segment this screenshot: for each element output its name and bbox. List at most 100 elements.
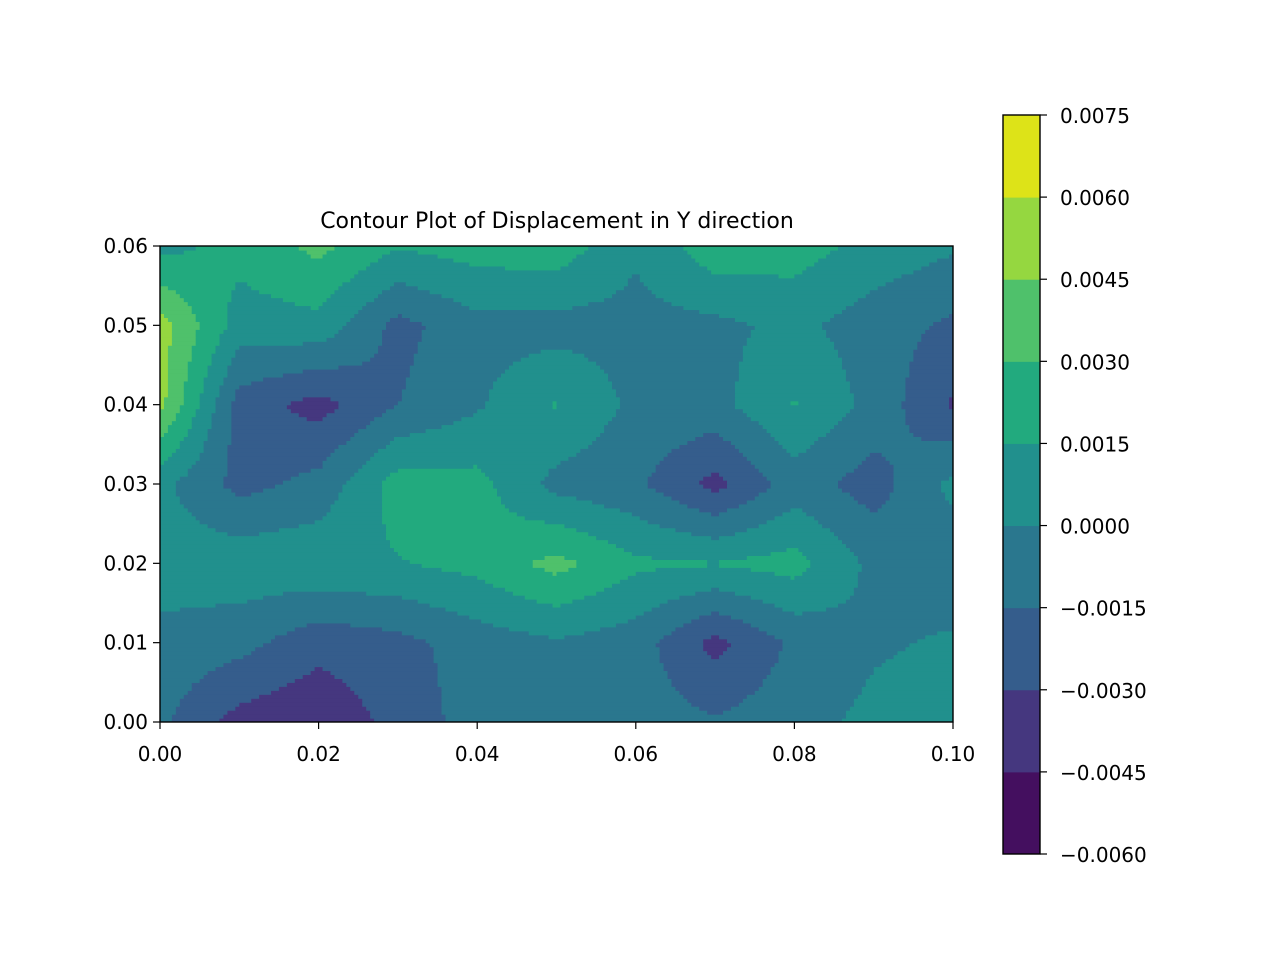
contour-cell	[207, 670, 312, 675]
contour-cell	[330, 396, 403, 402]
contour-cell	[203, 380, 225, 386]
contour-cell	[160, 388, 169, 394]
contour-cell	[746, 555, 807, 560]
contour-cell	[298, 523, 387, 529]
contour-cell	[183, 436, 209, 441]
contour-cell	[631, 551, 772, 556]
contour-cell	[917, 638, 953, 644]
contour-cell	[845, 472, 895, 477]
contour-cell	[619, 400, 736, 406]
contour-cell	[171, 333, 197, 338]
contour-cell	[612, 416, 752, 422]
contour-cell	[445, 714, 847, 719]
contour-cell	[639, 515, 776, 521]
contour-cell	[639, 273, 780, 279]
contour-cell	[794, 610, 803, 616]
contour-cell	[671, 682, 764, 687]
contour-cell	[647, 476, 704, 481]
contour-cell	[778, 654, 895, 660]
contour-cell	[219, 718, 375, 722]
contour-cell	[378, 257, 454, 263]
contour-cell	[949, 400, 953, 406]
contour-cell	[576, 559, 708, 564]
contour-cell	[160, 551, 399, 556]
contour-cell	[231, 412, 300, 418]
contour-cell	[615, 412, 748, 418]
contour-cell	[160, 412, 177, 418]
contour-cell	[659, 650, 708, 656]
contour-cell	[845, 412, 907, 418]
y-tick-label: 0.03	[103, 472, 148, 496]
contour-cell	[504, 587, 605, 592]
contour-cell	[195, 337, 221, 342]
contour-cell	[881, 452, 953, 457]
contour-cell	[179, 404, 201, 410]
contour-cell	[742, 452, 792, 457]
contour-cell	[909, 372, 953, 378]
contour-cell	[160, 642, 264, 648]
contour-cell	[727, 638, 784, 644]
contour-cell	[409, 368, 506, 374]
contour-cell	[160, 277, 351, 283]
contour-cell	[160, 495, 181, 501]
contour-cell	[481, 468, 550, 473]
contour-cell	[231, 436, 351, 441]
contour-cell	[627, 277, 641, 283]
contour-cell	[386, 444, 589, 449]
contour-cell	[433, 658, 661, 664]
contour-cell	[231, 416, 308, 422]
contour-cell	[263, 642, 431, 648]
contour-cell	[679, 595, 752, 600]
contour-cell	[441, 567, 546, 572]
contour-cell	[659, 646, 704, 652]
contour-cell	[857, 555, 953, 560]
contour-cell	[183, 400, 201, 406]
contour-cell	[909, 365, 953, 370]
contour-cell	[572, 599, 669, 604]
contour-cell	[382, 329, 423, 334]
contour-cell	[770, 551, 803, 556]
contour-cell	[409, 432, 601, 437]
contour-cell	[187, 468, 228, 473]
contour-cell	[160, 476, 181, 481]
contour-cell	[925, 329, 953, 334]
contour-cell	[540, 349, 573, 354]
contour-cell	[231, 658, 435, 664]
y-axis: 0.00 0.01 0.02 0.03 0.04 0.05 0.06	[103, 234, 160, 734]
contour-cell	[175, 289, 232, 295]
contour-cell	[869, 452, 883, 457]
contour-cell	[187, 432, 209, 437]
contour-cell	[223, 714, 371, 719]
contour-cell	[830, 428, 910, 434]
contour-cell	[730, 440, 780, 445]
contour-cell	[841, 357, 914, 362]
contour-cell	[711, 634, 720, 640]
contour-cell	[497, 376, 609, 382]
contour-cell	[671, 678, 764, 683]
contour-cell	[806, 448, 953, 453]
contour-cell	[223, 376, 264, 382]
contour-cell	[286, 630, 403, 636]
contour-cell	[782, 642, 910, 648]
contour-cell	[219, 388, 236, 394]
contour-cell	[925, 634, 953, 640]
contour-cell	[782, 646, 907, 652]
contour-cell	[742, 408, 851, 414]
contour-cell	[663, 666, 772, 672]
contour-cell	[187, 507, 332, 513]
contour-cell	[746, 337, 831, 342]
contour-cell	[762, 678, 867, 683]
contour-fill	[160, 246, 953, 722]
contour-cell	[421, 563, 534, 568]
contour-cell	[766, 487, 843, 493]
contour-cell	[187, 368, 209, 374]
contour-cell	[865, 678, 953, 683]
contour-cell	[734, 317, 831, 322]
contour-cell	[707, 563, 720, 568]
contour-cell	[183, 392, 201, 398]
contour-cell	[929, 261, 953, 267]
contour-cell	[330, 507, 383, 513]
contour-cell	[723, 650, 780, 656]
contour-cell	[386, 531, 589, 537]
